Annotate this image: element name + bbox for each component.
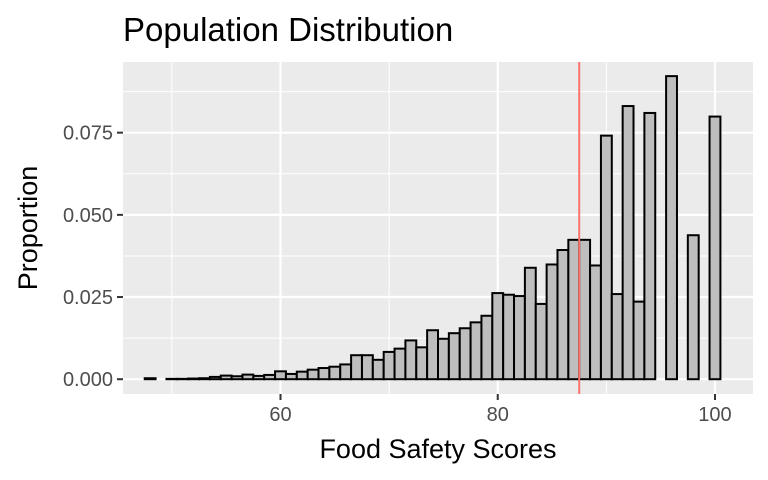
histogram-bar — [437, 337, 450, 381]
histogram-bar — [241, 373, 255, 381]
histogram-bar — [513, 295, 526, 381]
histogram-bar — [578, 238, 592, 381]
histogram-bar — [632, 300, 646, 381]
histogram-bar — [545, 263, 559, 381]
histogram-bar — [317, 367, 331, 381]
y-tick-label: 0.050 — [63, 205, 113, 227]
histogram-bar — [371, 358, 385, 381]
histogram-bar — [567, 238, 581, 381]
histogram-bar — [556, 249, 570, 381]
histogram-bar — [284, 372, 298, 381]
y-axis: 0.000 0.025 0.050 0.075 — [63, 123, 123, 391]
y-axis-title: Proportion — [13, 166, 43, 291]
histogram-bar — [198, 377, 211, 381]
histogram-bar — [274, 370, 287, 381]
histogram-bar — [350, 354, 363, 381]
histogram-bar — [339, 363, 353, 381]
histogram-bar — [382, 350, 396, 381]
y-tick-label: 0.075 — [63, 123, 113, 145]
histogram-bar — [143, 377, 157, 381]
x-tick-label: 100 — [698, 404, 731, 426]
histogram-bar — [360, 354, 374, 381]
x-axis: 60 80 100 — [269, 394, 732, 426]
histogram-bar — [458, 327, 472, 381]
histogram-bar — [708, 115, 722, 381]
x-tick-label: 80 — [487, 404, 509, 426]
histogram-bar — [610, 293, 624, 381]
histogram-bar — [252, 374, 266, 381]
histogram-bar — [502, 293, 516, 381]
histogram-bar — [208, 375, 222, 381]
histogram-bar — [295, 370, 309, 381]
histogram-bar — [306, 368, 320, 381]
histogram-bar — [230, 375, 244, 381]
histogram-bar — [187, 377, 201, 381]
histogram-bar — [523, 266, 537, 381]
histogram-bar — [328, 365, 342, 381]
histogram-bar — [643, 111, 657, 381]
histogram-bar — [219, 374, 233, 381]
histogram-bar — [491, 292, 505, 381]
histogram-bar — [589, 264, 602, 381]
histogram-bar — [534, 302, 548, 381]
histogram-bar — [404, 339, 418, 381]
chart-title: Population Distribution — [123, 11, 453, 48]
histogram-bar — [393, 347, 407, 381]
y-tick-label: 0.000 — [63, 369, 113, 391]
histogram-bar — [686, 234, 700, 381]
histogram-bar — [480, 314, 494, 381]
histogram-bar — [469, 321, 483, 381]
histogram-bar — [426, 329, 440, 381]
x-axis-title: Food Safety Scores — [319, 434, 556, 464]
histogram-bar — [447, 332, 461, 381]
y-tick-label: 0.025 — [63, 287, 113, 309]
x-tick-label: 60 — [269, 404, 291, 426]
histogram-bar — [415, 346, 429, 381]
histogram-bar — [621, 105, 635, 381]
histogram-bars — [143, 75, 722, 381]
histogram-bar — [599, 134, 613, 381]
histogram-bar — [263, 373, 277, 381]
histogram-bar — [665, 75, 678, 381]
